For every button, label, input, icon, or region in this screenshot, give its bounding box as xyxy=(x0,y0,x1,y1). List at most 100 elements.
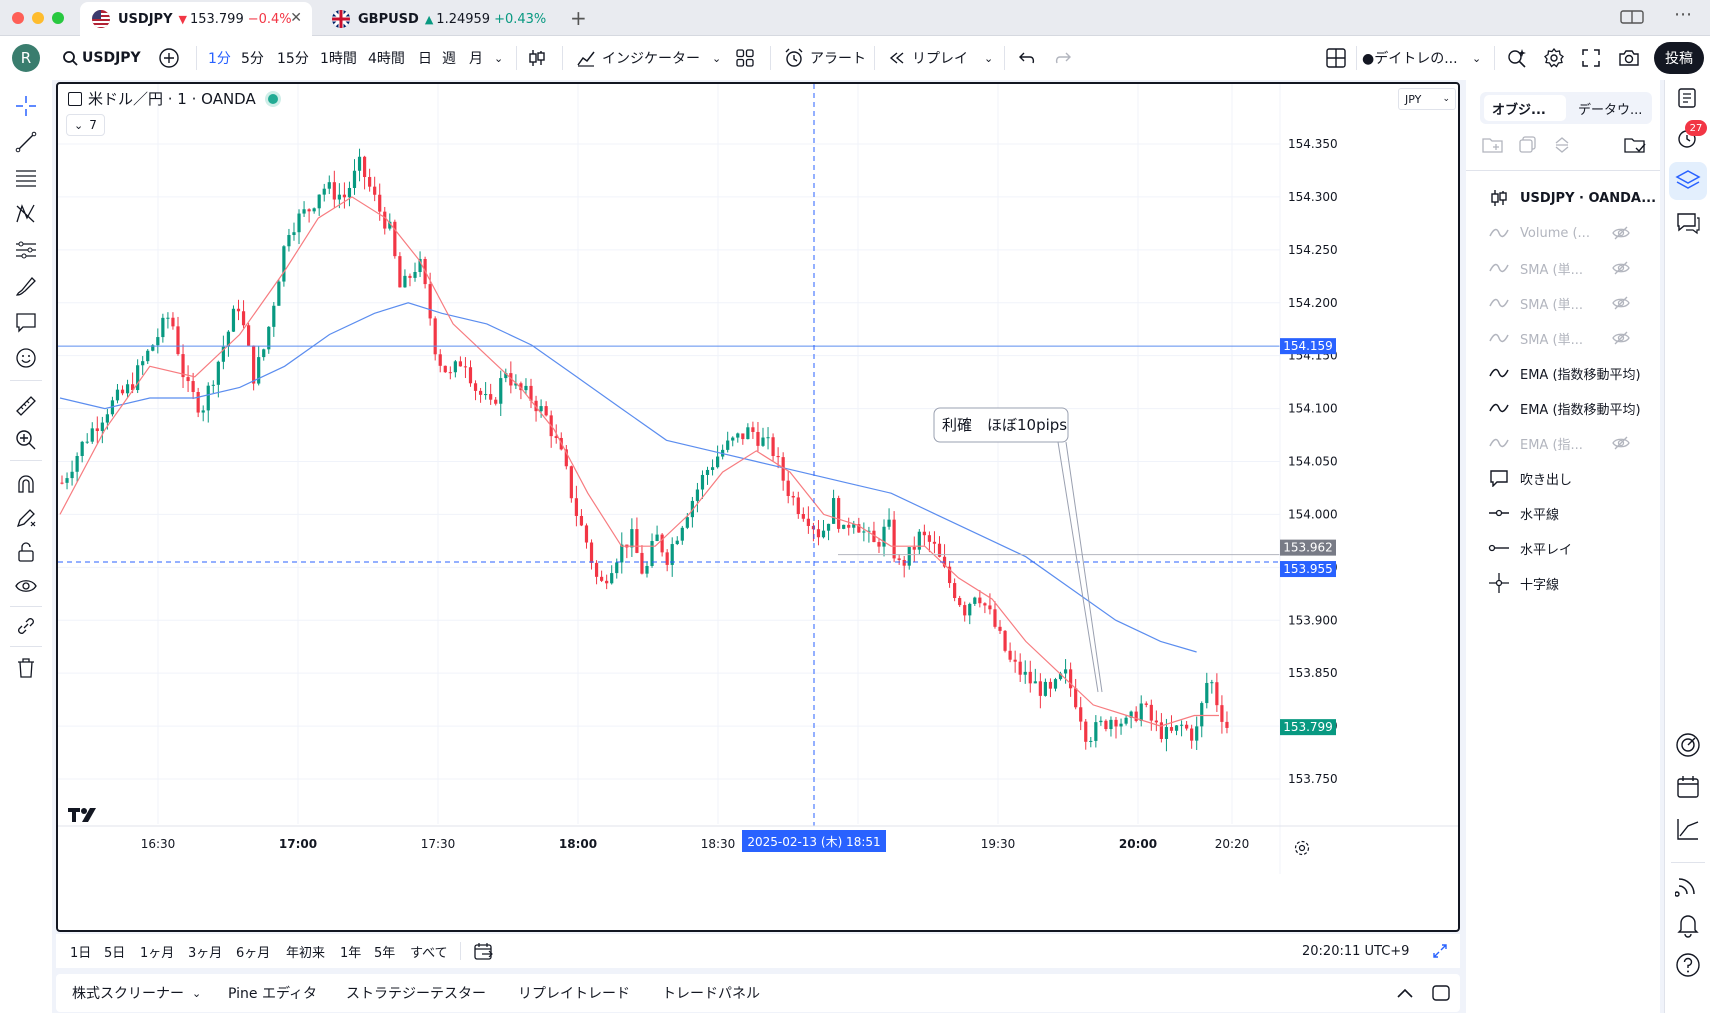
fullscreen-button[interactable] xyxy=(1582,36,1600,80)
object-tree-item[interactable]: USDJPY · OANDA... xyxy=(1488,180,1658,216)
replay-dropdown-icon[interactable]: ⌄ xyxy=(984,51,994,65)
price-chart[interactable]: 154.350154.300154.250154.200154.150154.1… xyxy=(58,84,1458,930)
object-tree-item[interactable]: EMA (指数移動平均) xyxy=(1488,355,1658,391)
publish-button[interactable]: 投稿 xyxy=(1654,42,1704,74)
pine-editor-tab[interactable]: Pine エディタ xyxy=(228,986,317,1002)
tab-usdjpy[interactable]: USDJPY ▼ 153.799 −0.4% ✕ xyxy=(80,2,312,36)
object-tree-item[interactable]: Volume (... xyxy=(1488,215,1658,251)
maximize-window-button[interactable] xyxy=(52,12,64,24)
chat-icon[interactable] xyxy=(1675,210,1701,240)
emoji-tool-icon[interactable] xyxy=(12,344,40,372)
stay-drawing-icon[interactable] xyxy=(12,504,40,532)
brush-tool-icon[interactable] xyxy=(12,272,40,300)
range-6m[interactable]: 6ヶ月 xyxy=(236,945,271,961)
range-5y[interactable]: 5年 xyxy=(374,945,396,961)
interval-5m[interactable]: 5分 xyxy=(241,51,264,67)
strategy-tester-tab[interactable]: ストラテジーテスター xyxy=(346,986,486,1002)
range-3m[interactable]: 3ヶ月 xyxy=(188,945,223,961)
trade-panel-tab[interactable]: トレードパネル xyxy=(662,986,760,1002)
chart-pane[interactable]: 154.350 154.300 154.250 154.200 154.150 154.1… xyxy=(56,82,1460,932)
templates-button[interactable] xyxy=(736,36,754,80)
symbol-search-button[interactable]: USDJPY xyxy=(62,36,141,80)
range-all[interactable]: すべて xyxy=(410,945,448,961)
forecast-tool-icon[interactable] xyxy=(12,236,40,264)
layers-icon[interactable] xyxy=(1675,168,1701,198)
indicators-button[interactable]: インジケーター xyxy=(576,36,700,80)
window-layout-icon[interactable] xyxy=(1620,9,1644,29)
range-ytd[interactable]: 年初来 xyxy=(286,945,326,961)
replay-trade-tab[interactable]: リプレイトレード xyxy=(518,986,630,1002)
maximize-panel-icon[interactable] xyxy=(1432,974,1450,1012)
interval-week[interactable]: 週 xyxy=(442,51,456,67)
object-tree-item[interactable]: SMA (単... xyxy=(1488,320,1658,356)
zoom-tool-icon[interactable] xyxy=(12,426,40,454)
range-1d[interactable]: 1日 xyxy=(70,945,92,961)
lock-icon[interactable] xyxy=(12,538,40,566)
options-chart-icon[interactable] xyxy=(1675,816,1701,846)
watchlist-icon[interactable] xyxy=(1675,86,1699,114)
stock-screener-tab[interactable]: 株式スクリーナー ⌄ xyxy=(72,974,201,1012)
chevron-up-icon[interactable] xyxy=(1396,974,1414,1012)
chart-type-button[interactable] xyxy=(528,36,546,80)
ruler-tool-icon[interactable] xyxy=(12,392,40,420)
object-tree-item[interactable]: 水平レイ xyxy=(1488,530,1658,566)
trash-icon[interactable] xyxy=(12,654,40,682)
tab-data-window[interactable]: データウ... xyxy=(1578,102,1643,118)
range-1m[interactable]: 1ヶ月 xyxy=(140,945,175,961)
eye-icon[interactable] xyxy=(12,572,40,600)
settings-button[interactable] xyxy=(1544,36,1564,80)
magnet-tool-icon[interactable] xyxy=(12,470,40,498)
help-icon[interactable] xyxy=(1675,952,1701,982)
fib-tool-icon[interactable] xyxy=(12,164,40,192)
chart-settings-icon[interactable] xyxy=(1294,840,1310,860)
crosshair-tool-icon[interactable] xyxy=(12,92,40,120)
clock-timezone[interactable]: 20:20:11 UTC+9 xyxy=(1302,943,1410,959)
interval-1m[interactable]: 1分 xyxy=(208,51,231,67)
link-icon[interactable] xyxy=(12,612,40,640)
indicators-dropdown-icon[interactable]: ⌄ xyxy=(712,51,722,65)
eye-off-icon[interactable] xyxy=(1612,225,1630,245)
alert-button[interactable]: アラート xyxy=(784,36,866,80)
text-tool-icon[interactable] xyxy=(12,308,40,336)
layout-grid-button[interactable] xyxy=(1326,36,1346,80)
object-tree-item[interactable]: SMA (単... xyxy=(1488,285,1658,321)
bell-icon[interactable] xyxy=(1675,912,1701,942)
interval-4h[interactable]: 4時間 xyxy=(368,51,405,67)
object-tree-item[interactable]: 十字線 xyxy=(1488,565,1658,601)
interval-1h[interactable]: 1時間 xyxy=(320,51,357,67)
range-5d[interactable]: 5日 xyxy=(104,945,126,961)
pattern-tool-icon[interactable] xyxy=(12,200,40,228)
interval-dropdown-icon[interactable]: ⌄ xyxy=(494,51,504,65)
snapshot-button[interactable] xyxy=(1618,36,1640,80)
reorder-icon[interactable] xyxy=(1552,136,1572,158)
new-folder-icon[interactable] xyxy=(1482,136,1504,158)
eye-off-icon[interactable] xyxy=(1612,295,1630,315)
trendline-tool-icon[interactable] xyxy=(12,128,40,156)
manage-layers-icon[interactable] xyxy=(1624,136,1646,160)
replay-button[interactable]: リプレイ xyxy=(888,36,968,80)
object-tree-item[interactable]: SMA (単... xyxy=(1488,250,1658,286)
layout-name-button[interactable]: ●デイトレの... xyxy=(1362,51,1458,67)
object-tree-item[interactable]: EMA (指数移動平均) xyxy=(1488,390,1658,426)
object-tree-item[interactable]: 水平線 xyxy=(1488,495,1658,531)
eye-off-icon[interactable] xyxy=(1612,260,1630,280)
interval-month[interactable]: 月 xyxy=(469,51,483,67)
new-tab-icon[interactable]: + xyxy=(570,6,587,30)
avatar[interactable]: R xyxy=(12,44,40,72)
broadcast-icon[interactable] xyxy=(1674,872,1701,902)
interval-day[interactable]: 日 xyxy=(418,51,432,67)
tab-gbpusd[interactable]: GBPUSD ▲ 1.24959 +0.43% xyxy=(320,2,550,36)
object-tree-item[interactable]: 吹き出し xyxy=(1488,460,1658,496)
goto-date-button[interactable] xyxy=(474,934,494,968)
duplicate-icon[interactable] xyxy=(1518,136,1538,158)
more-icon[interactable]: ⋯ xyxy=(1674,4,1692,25)
indicator-toggle-button[interactable]: ⌄ 7 xyxy=(66,114,105,136)
range-1y[interactable]: 1年 xyxy=(340,945,362,961)
calendar-icon[interactable] xyxy=(1675,774,1701,804)
interval-15m[interactable]: 15分 xyxy=(277,51,309,67)
currency-button[interactable]: JPY ⌄ xyxy=(1398,88,1456,110)
close-tab-icon[interactable]: ✕ xyxy=(290,10,302,26)
redo-button[interactable] xyxy=(1054,36,1072,80)
close-window-button[interactable] xyxy=(12,12,24,24)
tab-object-tree[interactable]: オブジ... xyxy=(1484,95,1566,121)
